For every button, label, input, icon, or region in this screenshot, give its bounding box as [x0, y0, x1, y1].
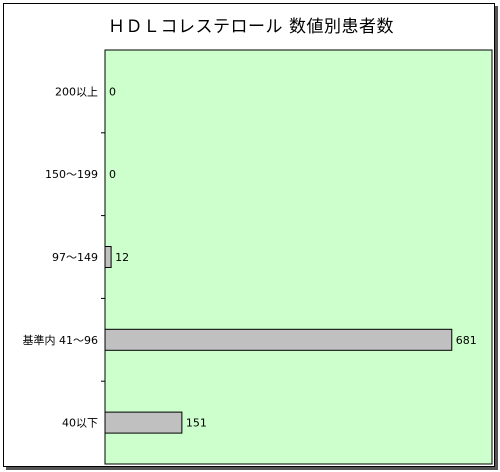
data-label: 0 — [109, 85, 116, 98]
chart-frame: ＨＤＬコレステロール 数値別患者数 200以上 0 150～199 0 97～149 12… — [3, 3, 495, 467]
data-label: 681 — [456, 334, 477, 347]
category-label: 200以上 — [55, 85, 98, 98]
category-label: 97～149 — [52, 251, 98, 264]
bar — [104, 411, 183, 434]
chart-marks: 200以上 0 150～199 0 97～149 12 基準内 41～96 681 40以下 15… — [23, 85, 477, 434]
category-label: 基準内 41～96 — [23, 333, 99, 347]
category-label: 40以下 — [62, 417, 98, 430]
plot-area — [104, 49, 493, 465]
bar — [104, 328, 453, 351]
data-label: 12 — [115, 251, 129, 264]
chart-title: ＨＤＬコレステロール 数値別患者数 — [108, 17, 394, 37]
data-label: 151 — [186, 417, 207, 430]
data-label: 0 — [109, 168, 116, 181]
category-label: 150～199 — [45, 168, 98, 181]
chart-svg: 200以上 0 150～199 0 97～149 12 基準内 41～96 681 40以下 15… — [23, 49, 493, 465]
bar — [104, 246, 112, 268]
